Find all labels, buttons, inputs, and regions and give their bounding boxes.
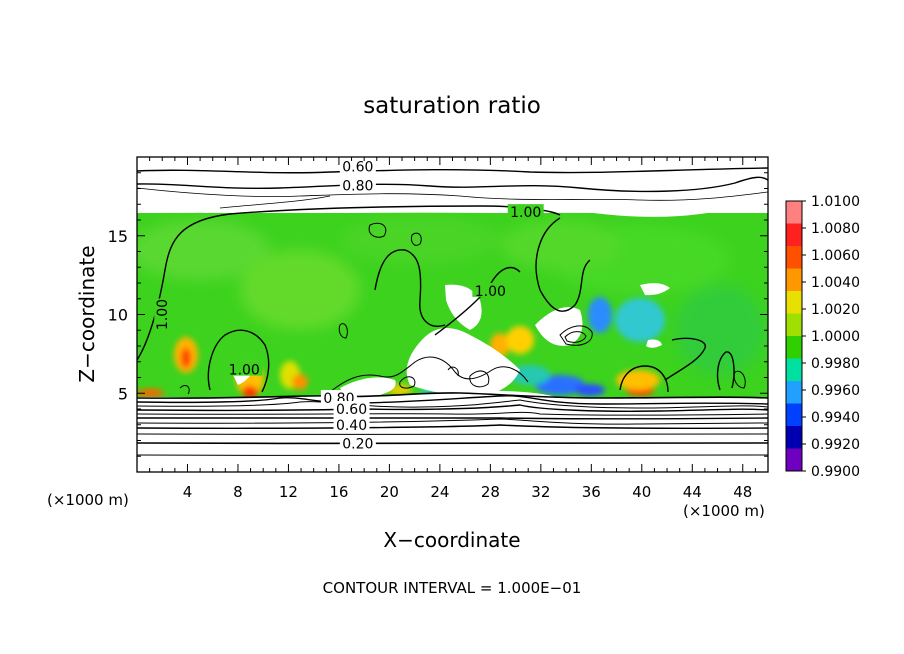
colorbar-segment bbox=[786, 246, 802, 269]
x-tick-label: 36 bbox=[582, 483, 601, 501]
colorbar-segment bbox=[786, 448, 802, 472]
chart-title: saturation ratio bbox=[363, 93, 541, 119]
x-unit-label-left: (×1000 m) bbox=[47, 491, 129, 509]
colorbar-label: 1.0060 bbox=[811, 248, 860, 264]
colorbar-label: 0.9960 bbox=[811, 383, 860, 399]
x-tick-label: 32 bbox=[531, 483, 550, 501]
contour-label: 1.00 bbox=[155, 299, 171, 330]
contour-label-bg bbox=[339, 177, 376, 192]
contour-label-bg bbox=[339, 435, 376, 450]
colorbar-segment bbox=[786, 358, 802, 382]
colorbar-label: 0.9920 bbox=[811, 437, 860, 453]
colorbar-label: 1.0040 bbox=[811, 275, 860, 291]
colorbar: 1.0100 1.0080 1.0060 1.0040 1.0020 1.0000 0.99… bbox=[785, 194, 860, 480]
x-tick-label: 4 bbox=[183, 483, 193, 501]
x-tick-label: 28 bbox=[481, 483, 500, 501]
contour-label-bg bbox=[154, 298, 169, 331]
x-tick-label: 8 bbox=[233, 483, 243, 501]
contour-label: 0.80 bbox=[342, 178, 373, 194]
contour-label: 1.00 bbox=[510, 205, 541, 221]
contour-label: 0.60 bbox=[336, 402, 367, 418]
contour-label: 0.60 bbox=[342, 159, 373, 175]
contour-label-bg bbox=[333, 416, 370, 431]
contour-label-bg bbox=[333, 401, 370, 415]
contour-interval-note: CONTOUR INTERVAL = 1.000E−01 bbox=[323, 579, 582, 597]
colorbar-segment bbox=[786, 313, 802, 337]
contour-lines bbox=[137, 167, 768, 456]
colorbar-label: 1.0020 bbox=[811, 302, 860, 318]
colorbar-segment bbox=[786, 291, 802, 314]
x-tick-label: 40 bbox=[632, 483, 651, 501]
colorbar-label: 1.0000 bbox=[811, 329, 860, 345]
colorbar-label: 1.0100 bbox=[811, 194, 860, 210]
colorbar-segment bbox=[786, 403, 802, 427]
colorbar-segment bbox=[786, 223, 802, 247]
x-tick-label: 48 bbox=[733, 483, 752, 501]
colorbar-segment bbox=[786, 268, 802, 292]
y-tick-label: 10 bbox=[108, 306, 128, 325]
x-tick-label: 20 bbox=[380, 483, 399, 501]
x-axis-label: X−coordinate bbox=[383, 528, 520, 552]
y-tick-label: 15 bbox=[108, 227, 128, 246]
colorbar-segment bbox=[786, 201, 802, 224]
contour-label: 0.20 bbox=[342, 437, 373, 453]
heatmap-field bbox=[137, 157, 768, 472]
colorbar-label: 0.9900 bbox=[811, 464, 860, 480]
contour-label: 0.40 bbox=[336, 418, 367, 434]
x-tick-label: 12 bbox=[279, 483, 298, 501]
contour-label-bg bbox=[472, 282, 509, 297]
x-tick-label: 16 bbox=[329, 483, 348, 501]
colorbar-label: 0.9940 bbox=[811, 410, 860, 426]
contour-label-bg bbox=[320, 389, 357, 404]
colorbar-segment bbox=[786, 381, 802, 404]
contour-label-bg bbox=[339, 158, 376, 173]
x-tick-label: 44 bbox=[683, 483, 702, 501]
contour-label-bg bbox=[226, 361, 263, 376]
colorbar-segment bbox=[786, 336, 802, 359]
contour-labels: 0.600.801.001.001.001.000.800.600.400.20 bbox=[154, 158, 544, 453]
y-tick-label: 5 bbox=[118, 384, 128, 403]
colorbar-segment bbox=[786, 426, 802, 449]
contour-label: 1.00 bbox=[475, 284, 506, 300]
contour-label: 1.00 bbox=[229, 363, 260, 379]
y-axis-label: Z−coordinate bbox=[75, 245, 99, 382]
colorbar-label: 0.9980 bbox=[811, 356, 860, 372]
colorbar-label: 1.0080 bbox=[811, 221, 860, 237]
contour-label-bg bbox=[507, 204, 544, 219]
x-tick-label: 24 bbox=[430, 483, 449, 501]
x-unit-label-right: (×1000 m) bbox=[683, 502, 765, 520]
